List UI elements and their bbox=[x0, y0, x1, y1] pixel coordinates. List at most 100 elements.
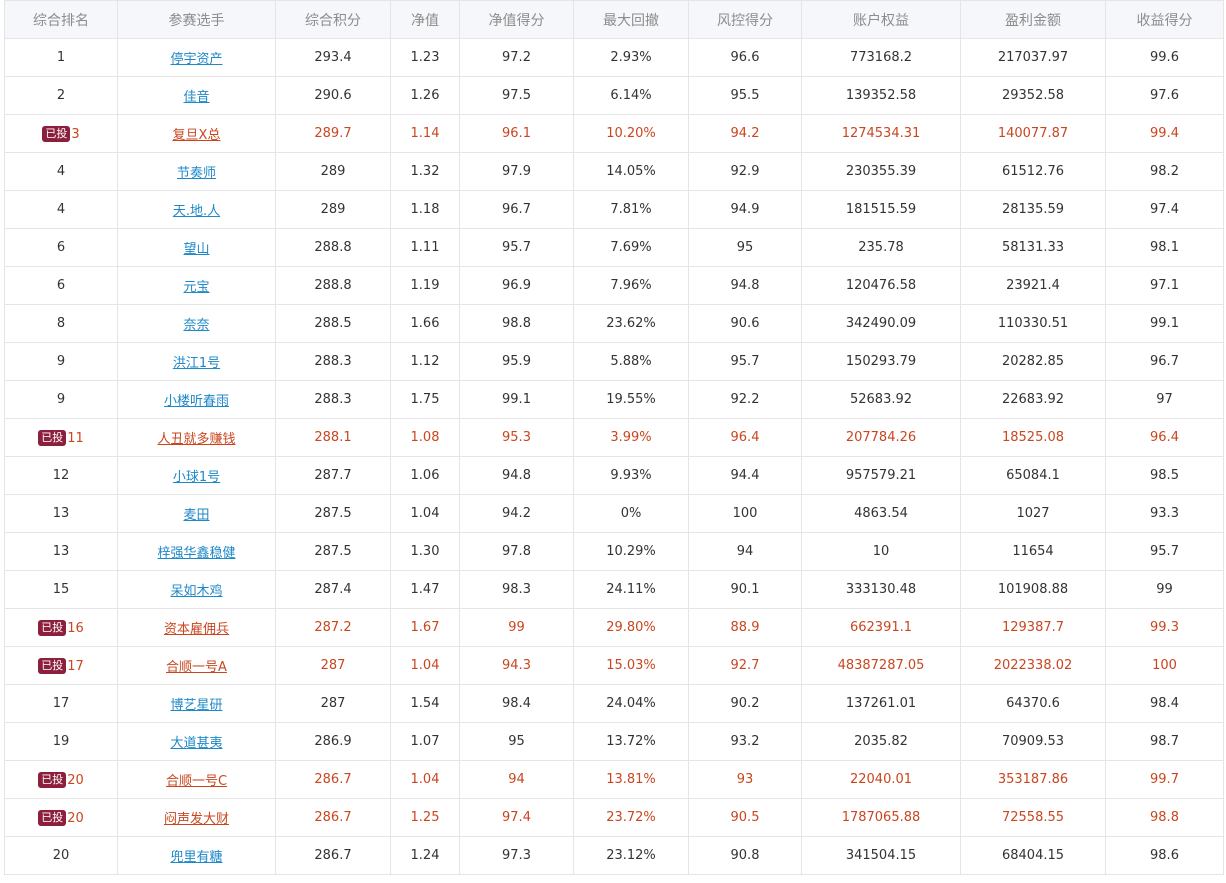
player-link[interactable]: 望山 bbox=[183, 242, 210, 257]
risk-score-cell: 90.1 bbox=[688, 570, 802, 609]
player-link[interactable]: 麦田 bbox=[183, 508, 210, 523]
player-link[interactable]: 佳音 bbox=[183, 90, 210, 105]
equity-cell: 22040.01 bbox=[801, 760, 961, 799]
player-cell: 合顺一号A bbox=[117, 646, 276, 685]
equity-cell: 10 bbox=[801, 532, 961, 571]
player-link[interactable]: 大道甚夷 bbox=[170, 736, 223, 751]
player-link[interactable]: 闷声发大财 bbox=[163, 812, 229, 827]
return-score-cell: 98.8 bbox=[1105, 798, 1224, 837]
rank-cell: 19 bbox=[4, 722, 118, 761]
risk-score-cell: 93 bbox=[688, 760, 802, 799]
player-link[interactable]: 节奏师 bbox=[176, 166, 216, 181]
rank-cell: 4 bbox=[4, 190, 118, 229]
rank-value: 1 bbox=[56, 50, 66, 65]
player-link[interactable]: 奈奈 bbox=[183, 318, 210, 333]
return-score-cell: 99.1 bbox=[1105, 304, 1224, 343]
nav-score-cell: 97.5 bbox=[459, 76, 574, 115]
equity-cell: 341504.15 bbox=[801, 836, 961, 875]
col-header-rank: 综合排名 bbox=[4, 0, 118, 39]
player-link[interactable]: 天.地.人 bbox=[172, 204, 221, 219]
player-link[interactable]: 呆如木鸡 bbox=[170, 584, 223, 599]
player-link[interactable]: 复旦X总 bbox=[172, 128, 221, 143]
profit-cell: 65084.1 bbox=[960, 456, 1106, 495]
player-link[interactable]: 停宇资产 bbox=[170, 52, 223, 67]
score-cell: 288.8 bbox=[275, 266, 391, 305]
table-row: 2 佳音 290.6 1.26 97.5 6.14% 95.5 139352.58 29352.… bbox=[4, 76, 1224, 115]
table-row: 已投 17 合顺一号A 287 1.04 94.3 15.03% 92.7 48387287.0… bbox=[4, 646, 1224, 685]
nav-cell: 1.23 bbox=[390, 38, 460, 77]
player-link[interactable]: 小楼听春雨 bbox=[163, 394, 229, 409]
player-link[interactable]: 小球1号 bbox=[172, 470, 221, 485]
nav-cell: 1.18 bbox=[390, 190, 460, 229]
profit-cell: 11654 bbox=[960, 532, 1106, 571]
player-link[interactable]: 博艺星研 bbox=[170, 698, 223, 713]
player-cell: 大道甚夷 bbox=[117, 722, 276, 761]
equity-cell: 4863.54 bbox=[801, 494, 961, 533]
return-score-cell: 98.7 bbox=[1105, 722, 1224, 761]
player-link[interactable]: 元宝 bbox=[183, 280, 210, 295]
player-cell: 合顺一号C bbox=[117, 760, 276, 799]
rank-value: 17 bbox=[67, 658, 84, 674]
risk-score-cell: 94.9 bbox=[688, 190, 802, 229]
table-row: 15 呆如木鸡 287.4 1.47 98.3 24.11% 90.1 333130.48 10… bbox=[4, 570, 1224, 609]
player-cell: 梓强华鑫稳健 bbox=[117, 532, 276, 571]
risk-score-cell: 92.7 bbox=[688, 646, 802, 685]
return-score-cell: 99.4 bbox=[1105, 114, 1224, 153]
rank-value: 19 bbox=[52, 734, 70, 749]
risk-score-cell: 95.5 bbox=[688, 76, 802, 115]
player-link[interactable]: 兜里有糖 bbox=[170, 850, 223, 865]
return-score-cell: 96.7 bbox=[1105, 342, 1224, 381]
equity-cell: 1274534.31 bbox=[801, 114, 961, 153]
score-cell: 290.6 bbox=[275, 76, 391, 115]
profit-cell: 72558.55 bbox=[960, 798, 1106, 837]
table-row: 9 洪江1号 288.3 1.12 95.9 5.88% 95.7 150293.79 2028… bbox=[4, 342, 1224, 381]
score-cell: 288.8 bbox=[275, 228, 391, 267]
profit-cell: 22683.92 bbox=[960, 380, 1106, 419]
rank-cell: 2 bbox=[4, 76, 118, 115]
rank-cell: 已投 3 bbox=[4, 114, 118, 153]
return-score-cell: 98.6 bbox=[1105, 836, 1224, 875]
drawdown-cell: 5.88% bbox=[573, 342, 689, 381]
rank-cell: 13 bbox=[4, 494, 118, 533]
risk-score-cell: 92.2 bbox=[688, 380, 802, 419]
table-row: 13 麦田 287.5 1.04 94.2 0% 100 4863.54 1027 93.3 bbox=[4, 494, 1224, 533]
nav-score-cell: 95.3 bbox=[459, 418, 574, 457]
table-row: 8 奈奈 288.5 1.66 98.8 23.62% 90.6 342490.09 11033… bbox=[4, 304, 1224, 343]
return-score-cell: 97.1 bbox=[1105, 266, 1224, 305]
nav-cell: 1.47 bbox=[390, 570, 460, 609]
drawdown-cell: 15.03% bbox=[573, 646, 689, 685]
profit-cell: 353187.86 bbox=[960, 760, 1106, 799]
rank-value: 20 bbox=[67, 772, 84, 788]
player-link[interactable]: 人丑就多赚钱 bbox=[157, 432, 236, 447]
nav-score-cell: 94 bbox=[459, 760, 574, 799]
score-cell: 289 bbox=[275, 190, 391, 229]
risk-score-cell: 95 bbox=[688, 228, 802, 267]
player-cell: 小楼听春雨 bbox=[117, 380, 276, 419]
drawdown-cell: 23.62% bbox=[573, 304, 689, 343]
player-cell: 人丑就多赚钱 bbox=[117, 418, 276, 457]
player-link[interactable]: 合顺一号A bbox=[166, 660, 227, 675]
nav-cell: 1.75 bbox=[390, 380, 460, 419]
risk-score-cell: 92.9 bbox=[688, 152, 802, 191]
return-score-cell: 96.4 bbox=[1105, 418, 1224, 457]
table-row: 已投 16 资本雇佣兵 287.2 1.67 99 29.80% 88.9 662391.1 12… bbox=[4, 608, 1224, 647]
nav-cell: 1.04 bbox=[390, 494, 460, 533]
player-link[interactable]: 洪江1号 bbox=[172, 356, 221, 371]
profit-cell: 2022338.02 bbox=[960, 646, 1106, 685]
nav-cell: 1.04 bbox=[390, 646, 460, 685]
col-header-nav-score: 净值得分 bbox=[459, 0, 574, 39]
nav-score-cell: 97.3 bbox=[459, 836, 574, 875]
player-cell: 资本雇佣兵 bbox=[117, 608, 276, 647]
rank-value: 16 bbox=[67, 620, 84, 636]
table-row: 20 兜里有糖 286.7 1.24 97.3 23.12% 90.8 341504.15 68… bbox=[4, 836, 1224, 875]
player-link[interactable]: 合顺一号C bbox=[165, 774, 228, 789]
player-link[interactable]: 资本雇佣兵 bbox=[163, 622, 229, 637]
rank-cell: 20 bbox=[4, 836, 118, 875]
return-score-cell: 97.6 bbox=[1105, 76, 1224, 115]
col-header-profit: 盈利金额 bbox=[960, 0, 1106, 39]
player-cell: 复旦X总 bbox=[117, 114, 276, 153]
nav-score-cell: 94.8 bbox=[459, 456, 574, 495]
player-link[interactable]: 梓强华鑫稳健 bbox=[157, 546, 236, 561]
invested-badge: 已投 bbox=[38, 429, 67, 446]
